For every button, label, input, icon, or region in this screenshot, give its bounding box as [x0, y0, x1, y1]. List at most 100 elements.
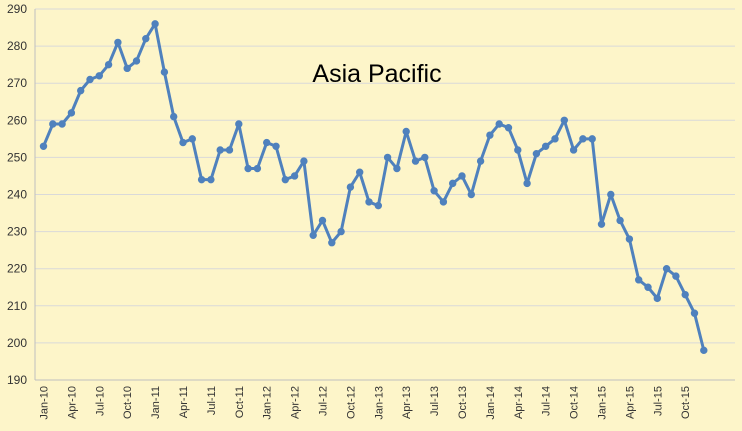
x-tick-label-Jan-11: Jan-11 [150, 386, 162, 419]
data-point-Mar-14 [504, 124, 513, 132]
data-point-Sep-14 [560, 116, 568, 125]
data-point-May-13 [411, 157, 420, 165]
data-point-Dec-14 [588, 135, 596, 143]
data-point-Aug-15 [662, 265, 671, 273]
data-point-Jul-15 [653, 294, 661, 303]
x-tick-label-Oct-14: Oct-14 [569, 386, 581, 419]
data-point-Jun-14 [532, 149, 541, 158]
data-point-Jun-13 [421, 153, 429, 162]
x-tick-label-Oct-12: Oct-12 [345, 386, 357, 419]
axes [34, 9, 735, 381]
data-point-Jun-10 [86, 75, 94, 84]
y-tick-label-220: 220 [7, 262, 27, 276]
data-point-Mar-10 [58, 120, 66, 128]
data-point-Feb-15 [607, 190, 615, 199]
data-point-Nov-10 [132, 57, 141, 65]
data-point-Mar-12 [281, 175, 289, 184]
data-point-Jul-10 [95, 72, 104, 80]
data-point-Aug-11 [216, 146, 224, 154]
x-tick-label-Jan-12: Jan-12 [262, 386, 274, 420]
y-tick-label-230: 230 [7, 225, 27, 239]
data-point-Feb-10 [49, 120, 57, 128]
data-point-Dec-13 [476, 157, 485, 165]
x-tick-label-Oct-13: Oct-13 [457, 386, 469, 419]
data-point-Sep-15 [672, 272, 680, 280]
data-point-Jul-13 [430, 187, 438, 195]
x-tick-label-Jan-15: Jan-15 [597, 386, 609, 420]
data-point-Jan-13 [374, 201, 382, 210]
data-point-Jan-14 [486, 131, 494, 139]
x-tick-label-Oct-15: Oct-15 [680, 386, 692, 419]
data-point-Mar-15 [616, 216, 624, 225]
data-point-Aug-14 [551, 135, 559, 143]
data-point-Oct-13 [458, 172, 466, 180]
data-point-Sep-13 [449, 179, 457, 188]
data-point-Jul-12 [318, 216, 327, 225]
data-point-May-10 [77, 86, 85, 95]
x-tick-label-Jul-13: Jul-13 [429, 386, 441, 416]
x-tick-label-Apr-12: Apr-12 [290, 386, 302, 419]
x-tick-label-Jul-10: Jul-10 [94, 386, 106, 416]
data-point-Aug-10 [104, 60, 113, 69]
data-point-Nov-11 [244, 164, 252, 173]
data-point-May-11 [188, 135, 197, 143]
x-tick-label-Jul-14: Jul-14 [541, 386, 553, 416]
data-point-Apr-10 [67, 109, 76, 117]
x-tick-label-Jan-14: Jan-14 [485, 386, 497, 420]
data-point-Nov-14 [579, 135, 587, 143]
chart-title: Asia Pacific [312, 60, 441, 88]
data-point-Dec-11 [253, 164, 262, 173]
data-point-Feb-13 [383, 153, 392, 162]
data-point-Jun-11 [197, 175, 206, 184]
data-point-May-12 [300, 157, 308, 165]
data-point-Jun-12 [309, 231, 317, 240]
data-point-Dec-12 [365, 198, 373, 206]
x-tick-label-Oct-11: Oct-11 [234, 386, 246, 418]
data-point-Apr-14 [514, 146, 522, 154]
data-point-Apr-12 [290, 172, 299, 180]
y-tick-label-240: 240 [7, 188, 27, 202]
data-point-Aug-12 [328, 239, 336, 247]
data-point-Mar-13 [393, 164, 401, 173]
x-tick-label-Jul-11: Jul-11 [206, 386, 218, 415]
data-point-Oct-12 [346, 183, 355, 191]
data-point-Dec-10 [142, 34, 150, 43]
y-tick-label-290: 290 [7, 2, 27, 16]
data-point-Oct-15 [681, 290, 689, 299]
data-point-Jan-15 [597, 220, 606, 228]
series-group [39, 20, 708, 355]
y-tick-label-210: 210 [7, 299, 27, 313]
x-tick-label-Oct-10: Oct-10 [122, 386, 134, 419]
x-tick-label-Jan-10: Jan-10 [39, 386, 51, 420]
data-point-Dec-15 [700, 346, 708, 355]
data-point-Jul-14 [542, 142, 550, 150]
data-point-Feb-12 [272, 142, 280, 150]
y-tick-label-260: 260 [7, 113, 27, 127]
x-tick-label-Apr-11: Apr-11 [178, 386, 190, 418]
data-point-Nov-13 [467, 190, 475, 199]
x-axis-tick-labels: Jan-10 Apr-10 Jul-10 Oct-10 Jan-11 Apr-11 Jul-… [39, 386, 693, 420]
y-axis-tick-labels: 190 200 210 220 230 240 250 260 270 280 290 [7, 2, 27, 387]
data-point-Jan-10 [39, 142, 48, 150]
data-point-Aug-13 [439, 198, 448, 206]
data-point-Apr-11 [179, 138, 187, 147]
y-tick-label-190: 190 [7, 373, 27, 387]
x-tick-label-Jul-12: Jul-12 [318, 386, 330, 416]
y-tick-label-200: 200 [7, 336, 27, 350]
data-point-Feb-11 [160, 68, 169, 76]
data-point-Jan-11 [151, 20, 159, 28]
y-tick-label-270: 270 [7, 76, 27, 90]
data-point-Oct-11 [235, 120, 243, 128]
y-tick-label-250: 250 [7, 150, 27, 164]
data-point-Nov-12 [356, 168, 364, 176]
data-point-May-14 [523, 179, 531, 188]
data-point-Jul-11 [207, 175, 215, 184]
x-tick-label-Jan-13: Jan-13 [373, 386, 385, 420]
data-point-Sep-12 [337, 227, 345, 236]
data-point-Jun-15 [644, 283, 652, 291]
x-tick-label-Jul-15: Jul-15 [652, 386, 664, 416]
data-point-Oct-10 [123, 64, 131, 73]
data-point-May-15 [635, 276, 643, 284]
